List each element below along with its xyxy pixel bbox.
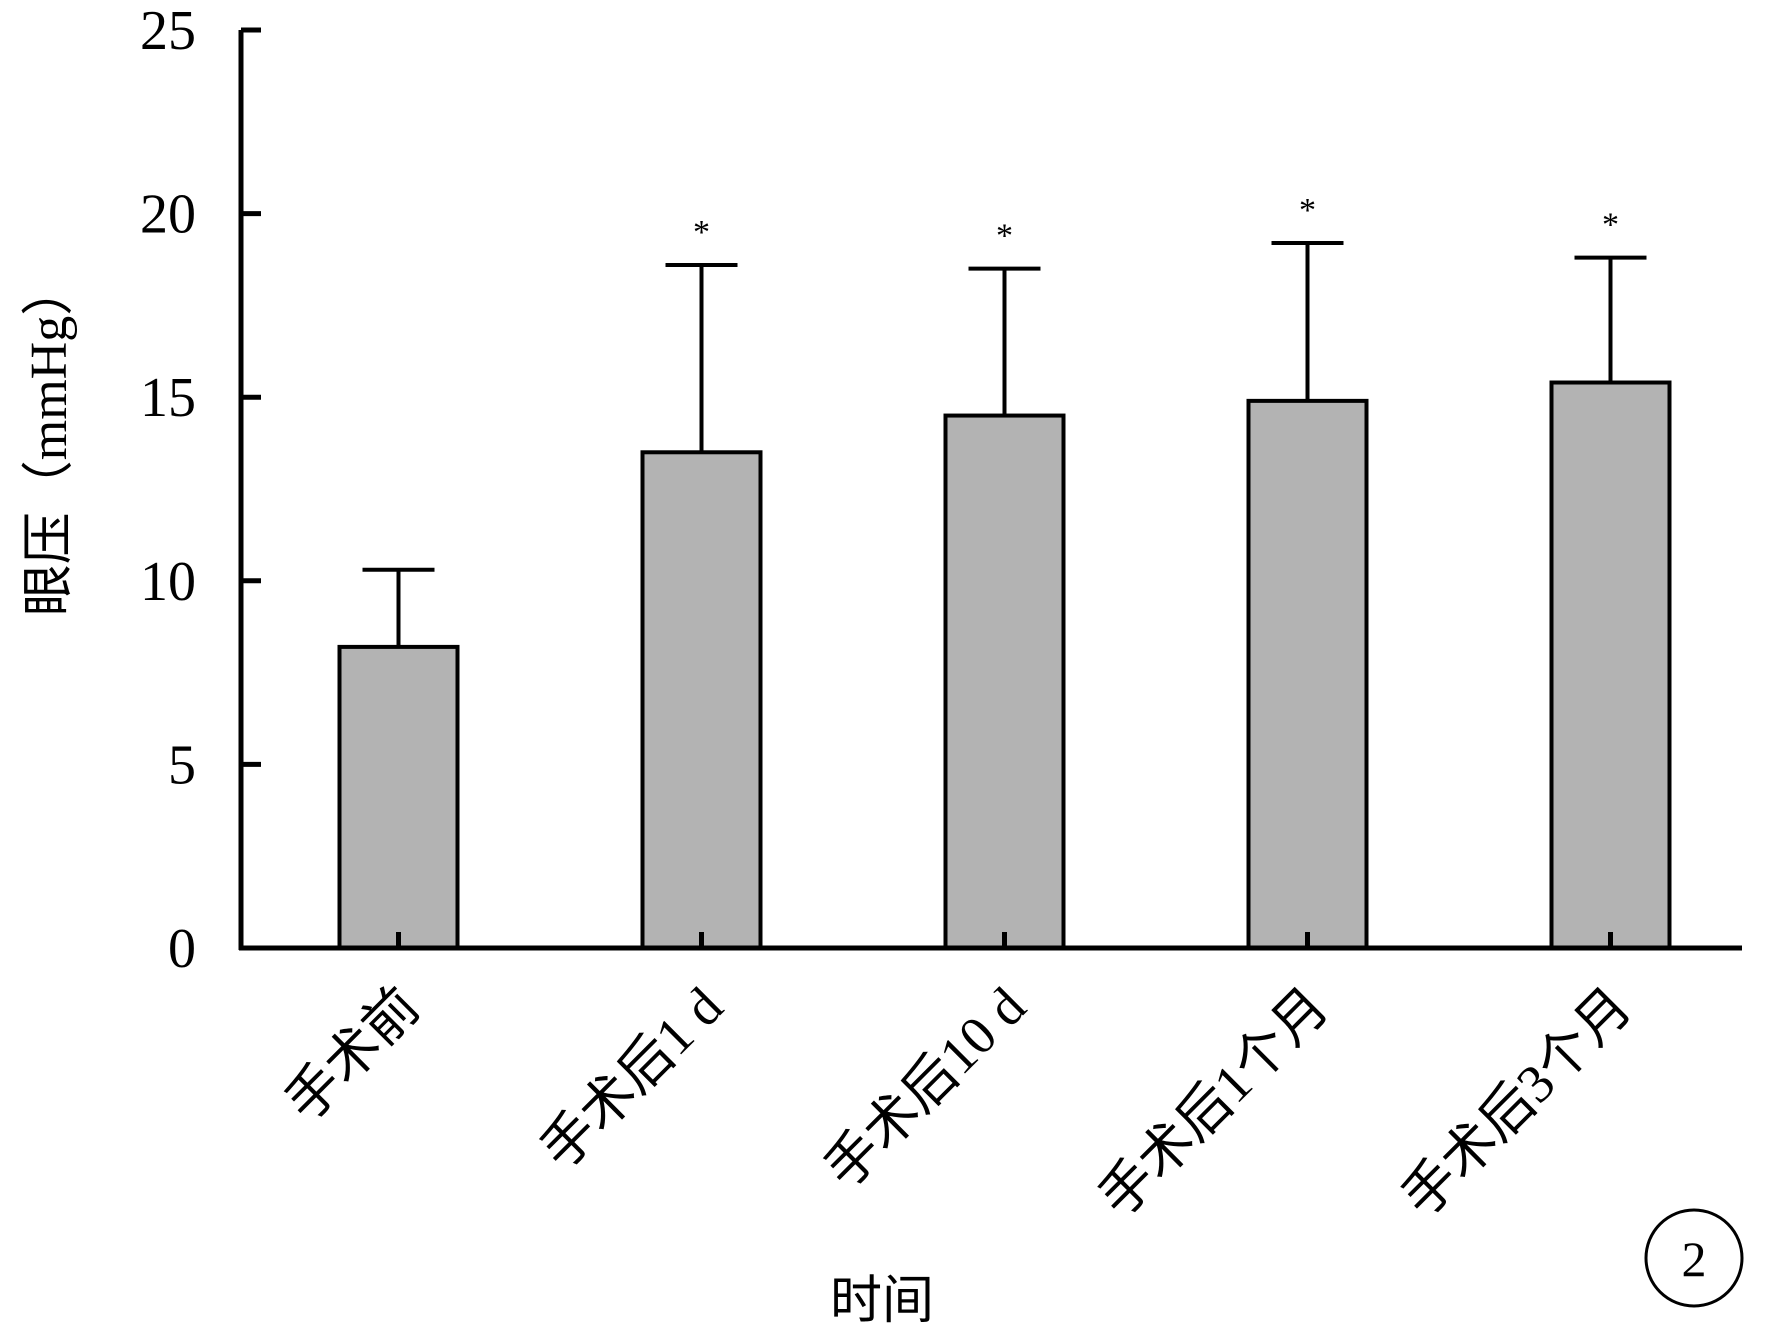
y-tick-label: 20 — [140, 184, 196, 246]
x-axis-title: 时间 — [830, 1273, 934, 1330]
y-axis-title: 眼压（mmHg） — [21, 264, 78, 616]
y-tick-label: 0 — [168, 918, 196, 980]
x-tick-label: 手术后3个月 — [1391, 976, 1643, 1228]
x-ticks-layer — [396, 932, 1613, 948]
y-ticks-layer: 0 5 10 15 20 25 — [140, 0, 261, 980]
bar — [337, 644, 460, 950]
x-tick-labels-layer: 手术前 手术后1 d 手术后10 d 手术后1个月 手术后3个月 — [274, 976, 1643, 1228]
bar — [1246, 398, 1369, 950]
panel-label-text: 2 — [1682, 1231, 1707, 1287]
x-tick-label: 手术后1个月 — [1088, 976, 1340, 1228]
y-tick-label: 5 — [168, 734, 196, 796]
x-tick-label: 手术后1 d — [529, 976, 734, 1181]
bar — [1549, 380, 1672, 950]
significance-marker: * — [693, 214, 710, 251]
panel-label: 2 — [1644, 1208, 1744, 1308]
y-tick-label: 10 — [140, 551, 196, 613]
bar — [640, 450, 763, 950]
axes-layer — [238, 30, 1742, 951]
significance-marker: * — [1299, 192, 1316, 229]
y-tick-label: 15 — [140, 367, 196, 429]
bars-layer — [337, 380, 1672, 950]
x-tick-label: 手术后10 d — [813, 976, 1037, 1200]
significance-layer: * * * * — [693, 192, 1619, 255]
error-bars-layer — [362, 240, 1647, 647]
x-tick-label: 手术前 — [274, 976, 431, 1133]
panel-label-circle — [1644, 1208, 1744, 1308]
significance-marker: * — [996, 218, 1013, 255]
significance-marker: * — [1602, 207, 1619, 244]
bar — [943, 413, 1066, 950]
y-tick-label: 25 — [140, 0, 196, 62]
